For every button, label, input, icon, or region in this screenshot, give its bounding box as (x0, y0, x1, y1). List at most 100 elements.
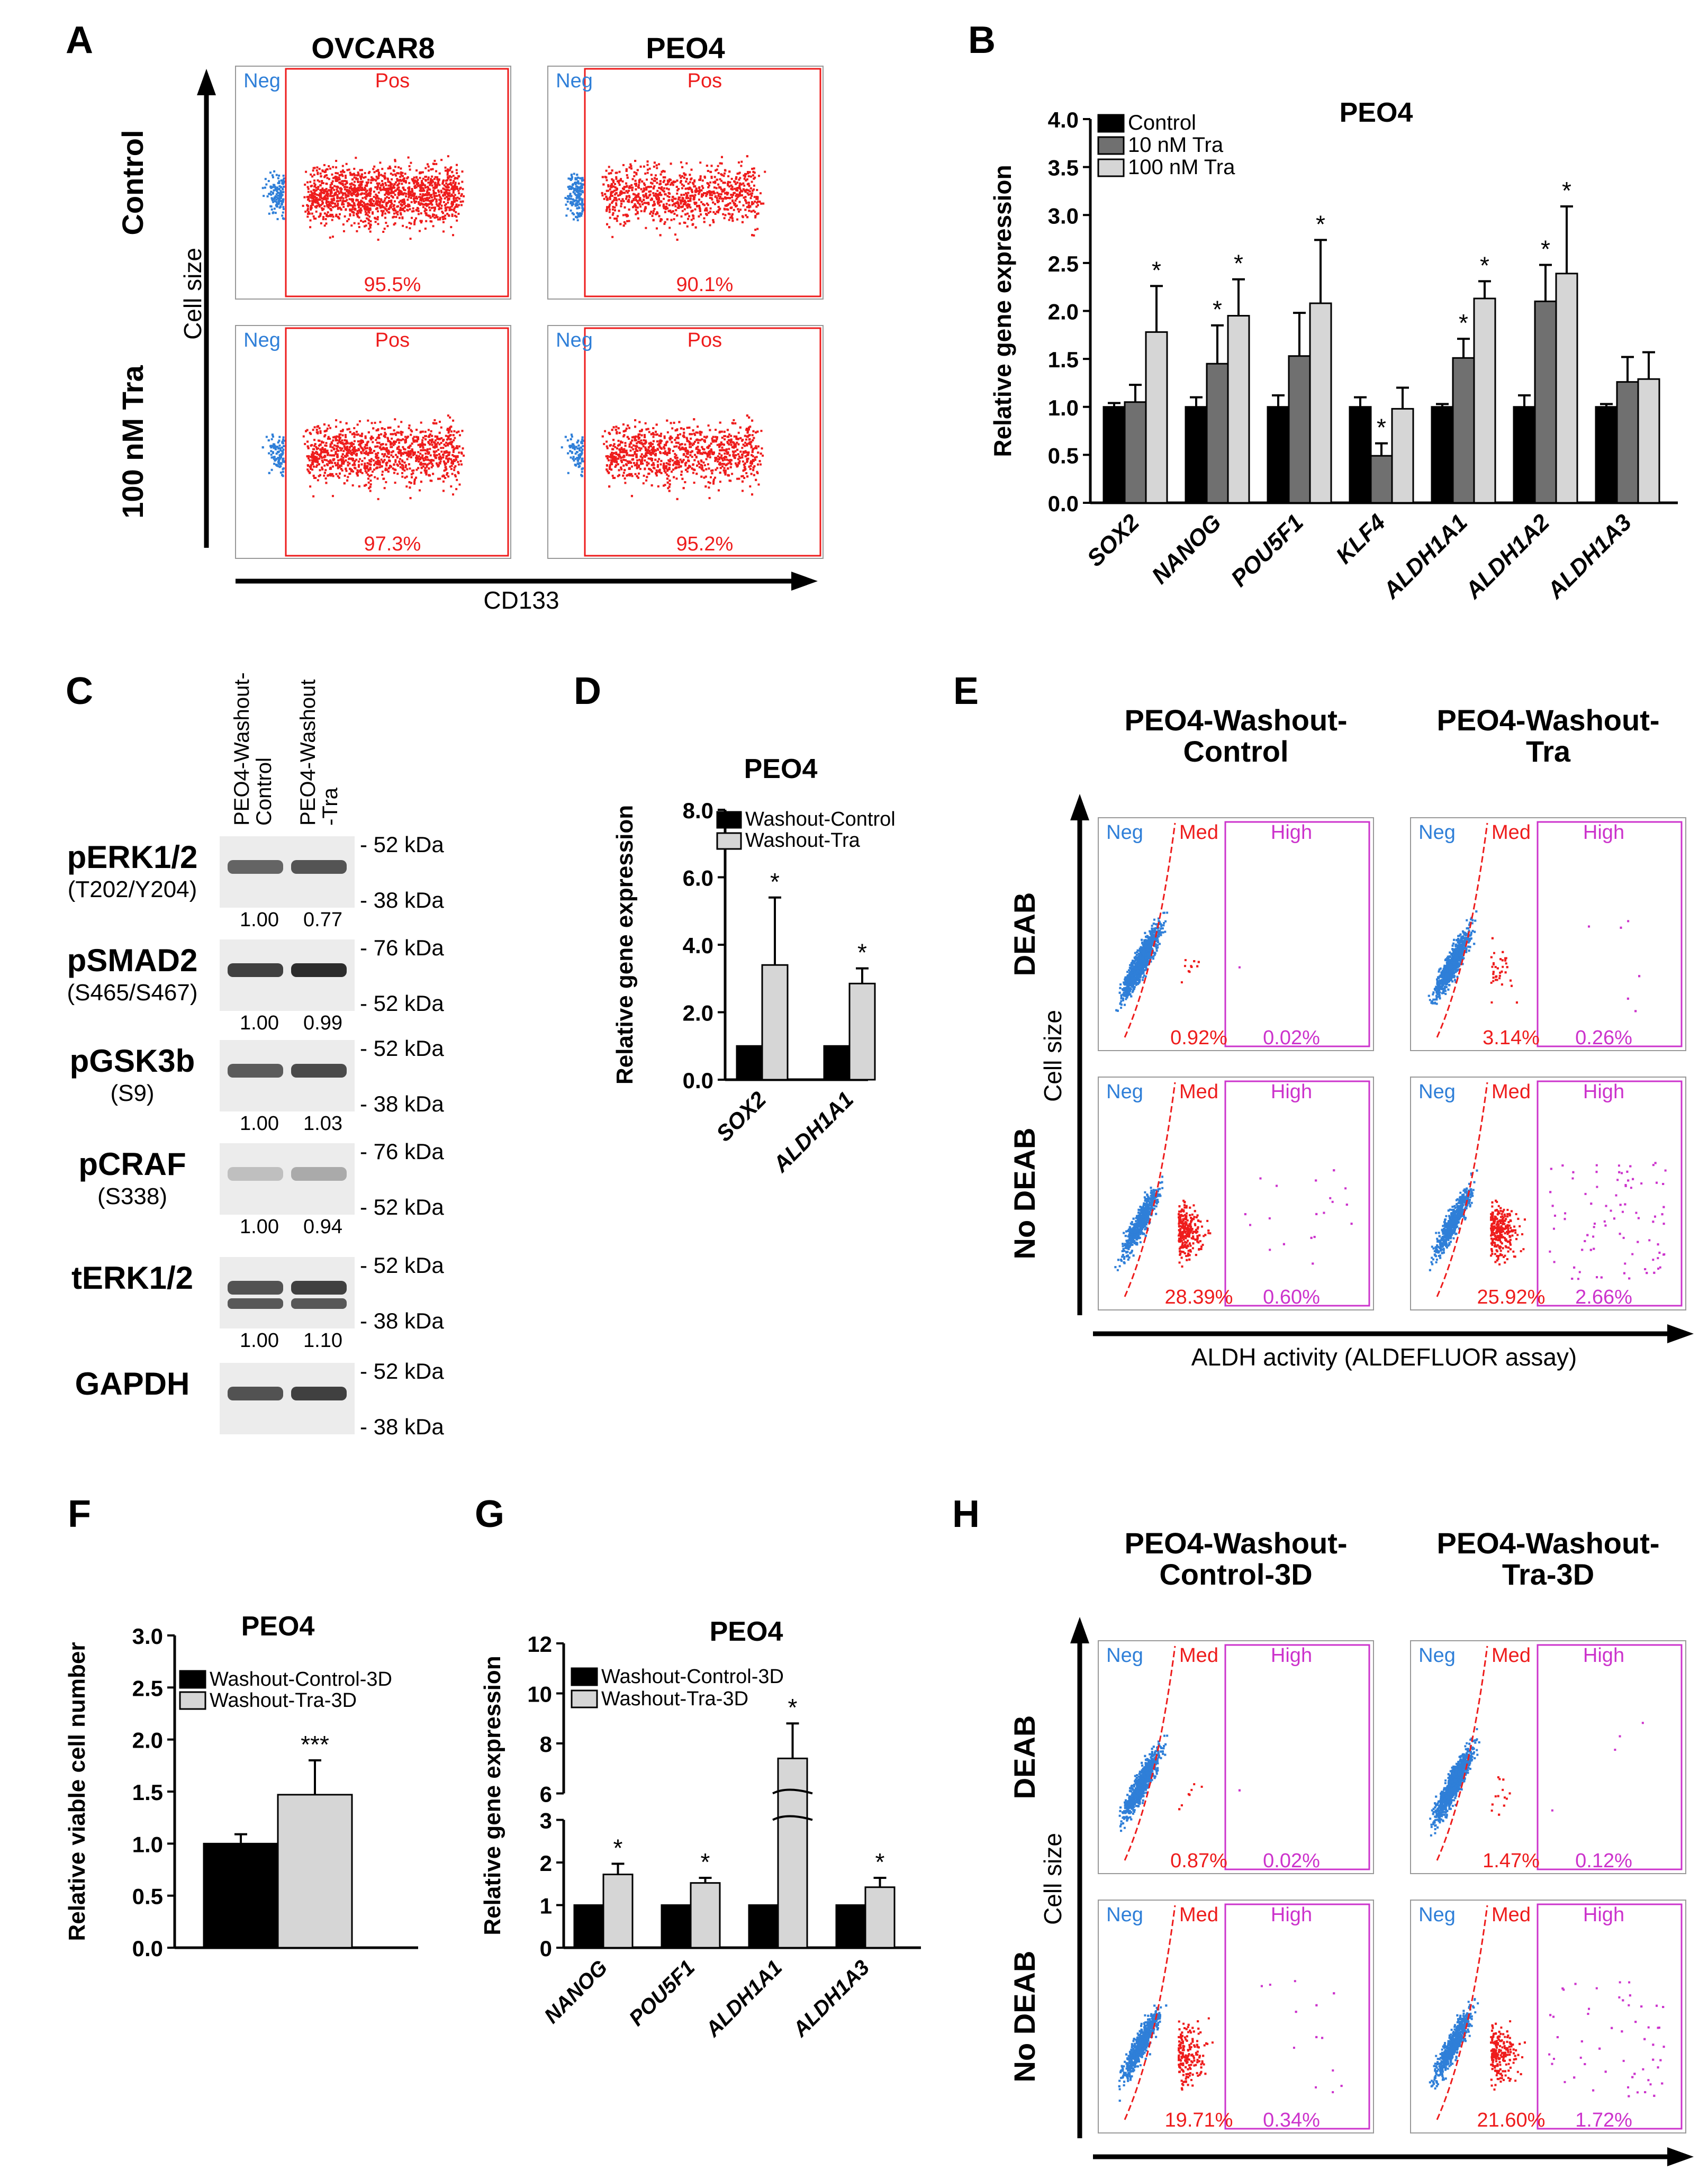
neg-event (282, 450, 284, 453)
pos-event (643, 195, 645, 198)
pos-event (609, 216, 611, 219)
pos-event (434, 439, 437, 442)
pos-event (428, 196, 431, 199)
pos-event (352, 211, 355, 213)
pos-event (420, 184, 423, 187)
pos-event (362, 197, 364, 200)
pos-event (387, 456, 390, 459)
pos-event (358, 209, 360, 212)
pos-event (446, 188, 449, 191)
neg-event (269, 445, 272, 447)
neg-event (578, 196, 581, 199)
pos-event (359, 468, 362, 471)
pos-event (351, 208, 354, 211)
pos-event (325, 442, 328, 445)
pos-event (338, 472, 341, 475)
pos-event (364, 186, 366, 189)
pos-event (380, 210, 383, 212)
pos-event (646, 202, 648, 204)
pos-event (728, 213, 731, 215)
pos-event (312, 454, 315, 456)
pos-event (396, 463, 399, 466)
pos-event (745, 179, 747, 182)
pos-event (756, 196, 759, 198)
pos-event (317, 460, 319, 463)
pos-event (429, 179, 432, 182)
pos-event (610, 172, 612, 175)
pos-event (408, 194, 411, 197)
pos-event (344, 439, 346, 441)
pos-event (415, 183, 418, 185)
pos-event (672, 180, 675, 183)
pos-event (663, 170, 666, 173)
pos-event (430, 182, 433, 184)
pos-event (313, 196, 316, 198)
pos-event (325, 459, 328, 462)
pos-event (349, 183, 351, 185)
pos-event (723, 207, 726, 210)
pos-event (331, 462, 333, 464)
pos-event (664, 206, 666, 209)
neg-event (575, 199, 577, 202)
pos-event (368, 192, 371, 194)
pos-event (736, 173, 739, 175)
pos-event (390, 173, 392, 175)
pos-event (342, 205, 345, 208)
pos-event (353, 214, 355, 216)
pos-event (453, 197, 455, 200)
pos-event (626, 176, 629, 179)
pos-event (418, 196, 420, 198)
pos-event (357, 201, 360, 204)
pos-event (450, 201, 453, 203)
pos-event (415, 169, 418, 172)
pos-event (456, 447, 459, 449)
pos-event (445, 457, 448, 460)
pos-event (402, 179, 404, 182)
pos-event (315, 198, 318, 201)
pos-event (444, 193, 447, 196)
pos-event (384, 212, 386, 215)
pos-event (312, 194, 315, 197)
pos-event (327, 454, 329, 456)
pos-event (410, 456, 412, 458)
pos-event (369, 490, 372, 492)
pos-event (394, 173, 396, 176)
pos-event (421, 439, 424, 441)
pos-event (729, 216, 732, 219)
pos-event (684, 173, 686, 176)
neg-event (581, 178, 583, 180)
neg-event (267, 180, 270, 183)
pos-event (616, 188, 618, 191)
pos-event (413, 181, 415, 184)
neg-event (581, 179, 583, 182)
pos-event (306, 455, 309, 458)
pos-event (318, 463, 320, 466)
pos-event (358, 448, 360, 451)
pos-event (747, 189, 750, 192)
pos-event (393, 429, 395, 432)
pos-event (628, 201, 630, 203)
pos-event (316, 453, 319, 456)
pos-event (444, 466, 447, 468)
pos-event (304, 210, 307, 213)
pos-event (741, 221, 744, 223)
pos-event (327, 204, 329, 207)
pos-event (746, 155, 748, 158)
pos-event (369, 230, 372, 233)
pos-event (684, 222, 686, 224)
pos-event (619, 192, 622, 194)
pos-event (384, 433, 387, 436)
pos-event (314, 201, 317, 204)
neg-event (578, 206, 581, 209)
pos-event (317, 198, 319, 201)
pos-event (384, 182, 387, 184)
pos-event (408, 427, 410, 429)
pos-event (438, 464, 440, 467)
pos-event (430, 480, 433, 482)
pos-event (680, 201, 682, 203)
pos-event (760, 202, 763, 205)
pos-event (387, 197, 390, 200)
pos-event (676, 238, 679, 241)
pos-event (614, 186, 617, 189)
pos-event (413, 197, 415, 200)
